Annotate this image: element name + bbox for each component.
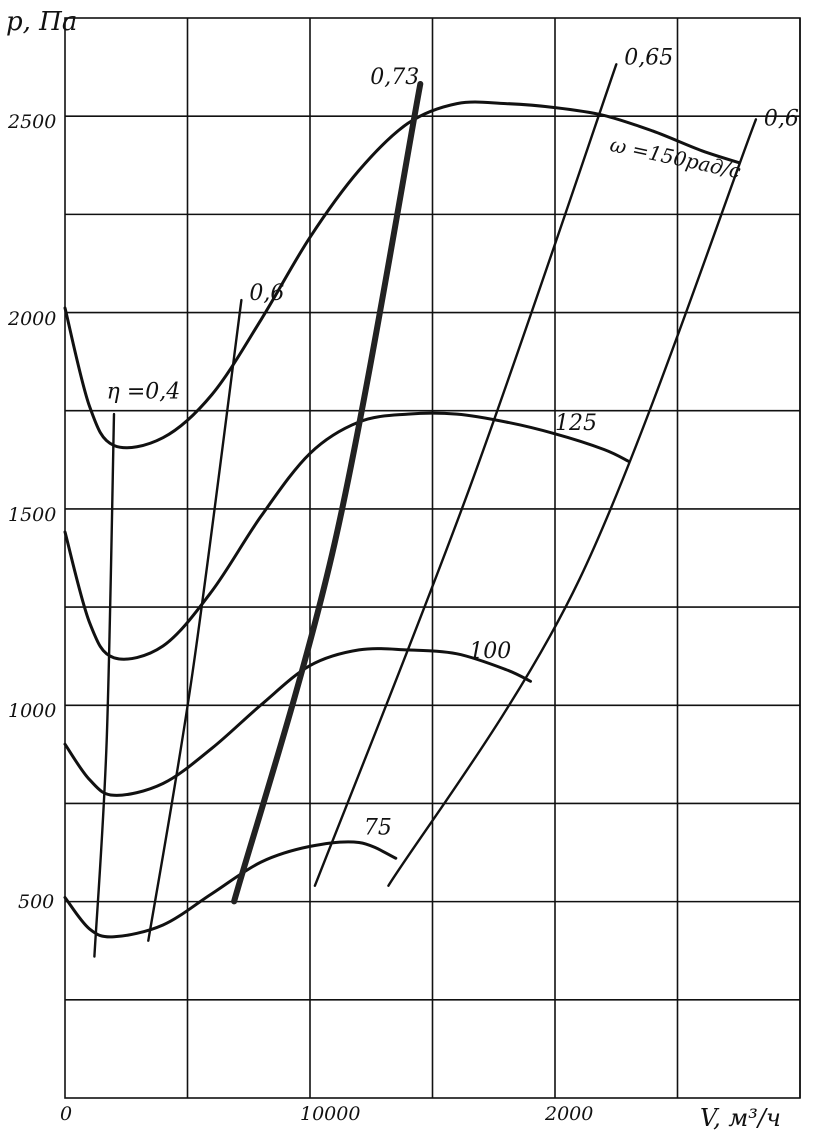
pressure-curves [63,100,741,939]
pressure-curve [63,411,630,661]
efficiency-line-label: 0,6 [249,281,284,306]
y-tick-label: 1000 [8,700,56,722]
pressure-curve-label: 125 [555,411,597,436]
efficiency-line-label: 0,65 [624,45,673,70]
y-tick-label: 2000 [7,308,56,330]
x-axis-label: V, м³/ч [700,1104,781,1132]
x-tick-label: 10000 [300,1103,360,1125]
efficiency-line [93,412,116,958]
y-tick-label: 500 [18,891,54,913]
efficiency-line-label: η =0,4 [107,379,181,404]
pressure-curve [63,840,398,939]
efficiency-line-label: 0,6 [764,106,799,131]
y-tick-label: 2500 [7,111,56,133]
pressure-curve-label: 75 [364,816,392,841]
grid [64,17,801,1099]
pressure-curve [63,100,741,450]
efficiency-line-label: 0,73 [370,65,419,90]
efficiency-line [147,298,243,942]
pressure-curve [63,647,532,797]
efficiency-line [231,81,424,905]
efficiency-line [387,118,758,887]
x-tick-label: 2000 [544,1103,593,1125]
y-tick-label: 1500 [8,504,56,526]
efficiency-line [313,63,618,887]
y-axis-label: p, Па [6,7,77,37]
x-tick-label: 0 [60,1103,72,1125]
efficiency-lines [93,63,758,958]
pressure-curve-label: 100 [469,639,511,664]
